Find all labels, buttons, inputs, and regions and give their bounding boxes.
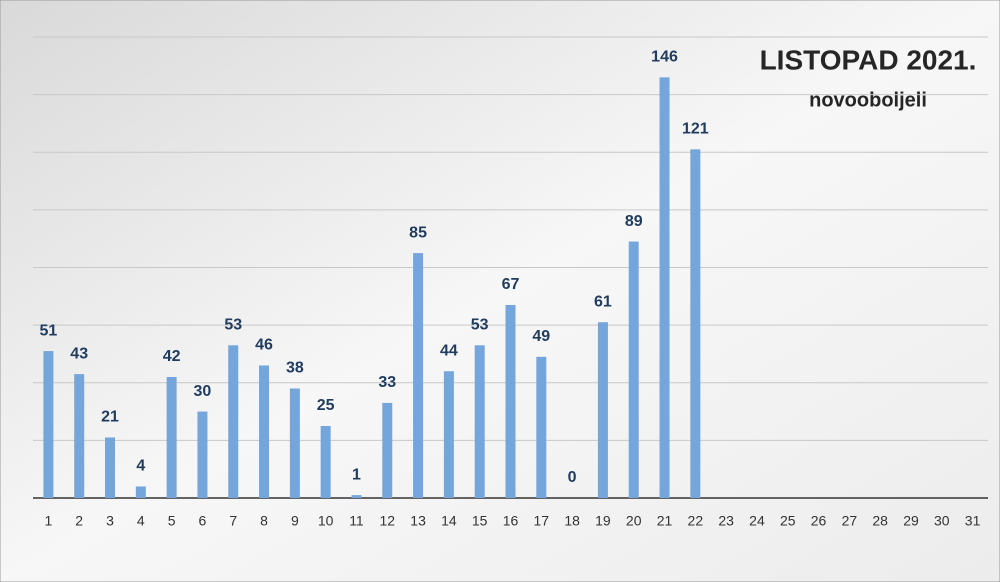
bar: [351, 495, 362, 498]
bar: [505, 304, 516, 498]
x-tick-label: 15: [472, 513, 488, 529]
bar: [197, 411, 208, 498]
bar: [74, 374, 85, 498]
bar: [690, 149, 701, 498]
x-tick-label: 29: [903, 513, 919, 529]
bar: [628, 241, 639, 498]
x-tick-label: 2: [75, 513, 83, 529]
x-tick-label: 3: [106, 513, 114, 529]
chart-title: LISTOPAD 2021.: [760, 44, 977, 75]
x-tick-label: 14: [441, 513, 457, 529]
data-label: 0: [568, 469, 577, 486]
x-tick-label: 24: [749, 513, 765, 529]
x-tick-label: 11: [349, 513, 364, 529]
x-tick-label: 26: [811, 513, 827, 529]
bar: [443, 371, 454, 498]
data-label: 67: [502, 276, 520, 293]
bar: [43, 351, 54, 498]
x-tick-label: 18: [564, 513, 580, 529]
data-label: 44: [440, 342, 458, 359]
x-tick-label: 6: [199, 513, 207, 529]
bar: [166, 376, 177, 498]
bar: [413, 253, 424, 498]
data-label: 121: [682, 121, 709, 138]
bar: [289, 388, 300, 498]
data-label: 1: [352, 466, 361, 483]
x-tick-label: 12: [379, 513, 395, 529]
data-label: 46: [255, 337, 273, 354]
data-label: 89: [625, 213, 643, 230]
data-label: 146: [651, 49, 678, 66]
data-label: 21: [101, 409, 119, 426]
data-label: 49: [532, 328, 550, 345]
x-tick-label: 27: [842, 513, 858, 529]
x-tick-label: 17: [534, 513, 550, 529]
bar: [474, 345, 485, 498]
x-tick-label: 31: [965, 513, 981, 529]
bar: [259, 365, 270, 498]
x-tick-label: 5: [168, 513, 176, 529]
x-tick-label: 16: [503, 513, 519, 529]
x-tick-label: 30: [934, 513, 950, 529]
data-label: 85: [409, 224, 427, 241]
bar: [105, 437, 116, 498]
chart-subtitle: novooboljeli: [809, 89, 927, 111]
bar: [597, 322, 608, 498]
x-tick-label: 9: [291, 513, 299, 529]
bar: [382, 402, 393, 498]
x-tick-label: 23: [718, 513, 734, 529]
x-tick-label: 19: [595, 513, 611, 529]
x-tick-label: 4: [137, 513, 145, 529]
bar: [135, 486, 146, 498]
data-label: 53: [224, 317, 242, 334]
x-tick-label: 7: [229, 513, 237, 529]
x-tick-label: 1: [45, 513, 53, 529]
x-tick-label: 22: [688, 513, 704, 529]
x-tick-label: 13: [410, 513, 426, 529]
data-label: 38: [286, 360, 304, 377]
data-label: 42: [163, 348, 181, 365]
x-tick-label: 20: [626, 513, 642, 529]
x-tick-label: 28: [872, 513, 888, 529]
data-label: 43: [70, 345, 88, 362]
x-tick-label: 25: [780, 513, 796, 529]
bar: [320, 425, 331, 498]
data-label: 30: [194, 383, 212, 400]
data-label: 25: [317, 397, 335, 414]
x-tick-label: 8: [260, 513, 268, 529]
data-label: 61: [594, 293, 612, 310]
data-label: 4: [136, 458, 145, 475]
bar: [659, 77, 670, 499]
data-label: 51: [40, 322, 58, 339]
data-label: 53: [471, 317, 489, 334]
bar: [228, 345, 239, 498]
x-tick-label: 21: [657, 513, 673, 529]
data-label: 33: [378, 374, 396, 391]
bar: [536, 356, 547, 498]
x-tick-label: 10: [318, 513, 334, 529]
